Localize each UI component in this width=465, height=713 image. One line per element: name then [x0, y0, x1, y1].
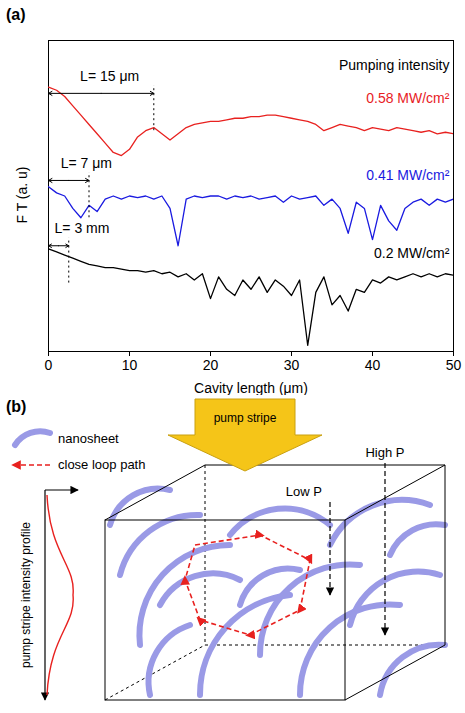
svg-text:L= 15 μm: L= 15 μm	[80, 68, 139, 84]
svg-text:Pumping intensity: Pumping intensity	[339, 57, 450, 73]
svg-text:0.2 MW/cm²: 0.2 MW/cm²	[374, 245, 450, 261]
html-text:F T (a. u): F T (a. u)	[14, 166, 30, 223]
svg-text:30: 30	[284, 357, 300, 373]
svg-text:nanosheet: nanosheet	[58, 431, 119, 446]
svg-text:pump stripe intensity profile: pump stripe intensity profile	[19, 522, 33, 668]
svg-text:Cavity length (μm): Cavity length (μm)	[194, 380, 308, 396]
svg-text:40: 40	[365, 357, 381, 373]
svg-text:High P: High P	[365, 445, 404, 460]
svg-text:Low P: Low P	[286, 484, 322, 499]
svg-text:(b): (b)	[6, 398, 26, 415]
svg-text:0: 0	[45, 357, 53, 373]
svg-text:L= 7 μm: L= 7 μm	[61, 155, 112, 171]
svg-text:0.41 MW/cm²: 0.41 MW/cm²	[366, 167, 450, 183]
svg-text:0.58 MW/cm²: 0.58 MW/cm²	[366, 90, 450, 106]
html-text:(a): (a)	[6, 6, 26, 23]
svg-text:50: 50	[446, 357, 462, 373]
svg-text:L= 3 mm: L= 3 mm	[55, 220, 110, 236]
svg-text:20: 20	[203, 357, 219, 373]
svg-text:10: 10	[122, 357, 138, 373]
svg-text:pump stripe: pump stripe	[214, 411, 277, 425]
svg-text:close loop path: close loop path	[58, 457, 145, 472]
